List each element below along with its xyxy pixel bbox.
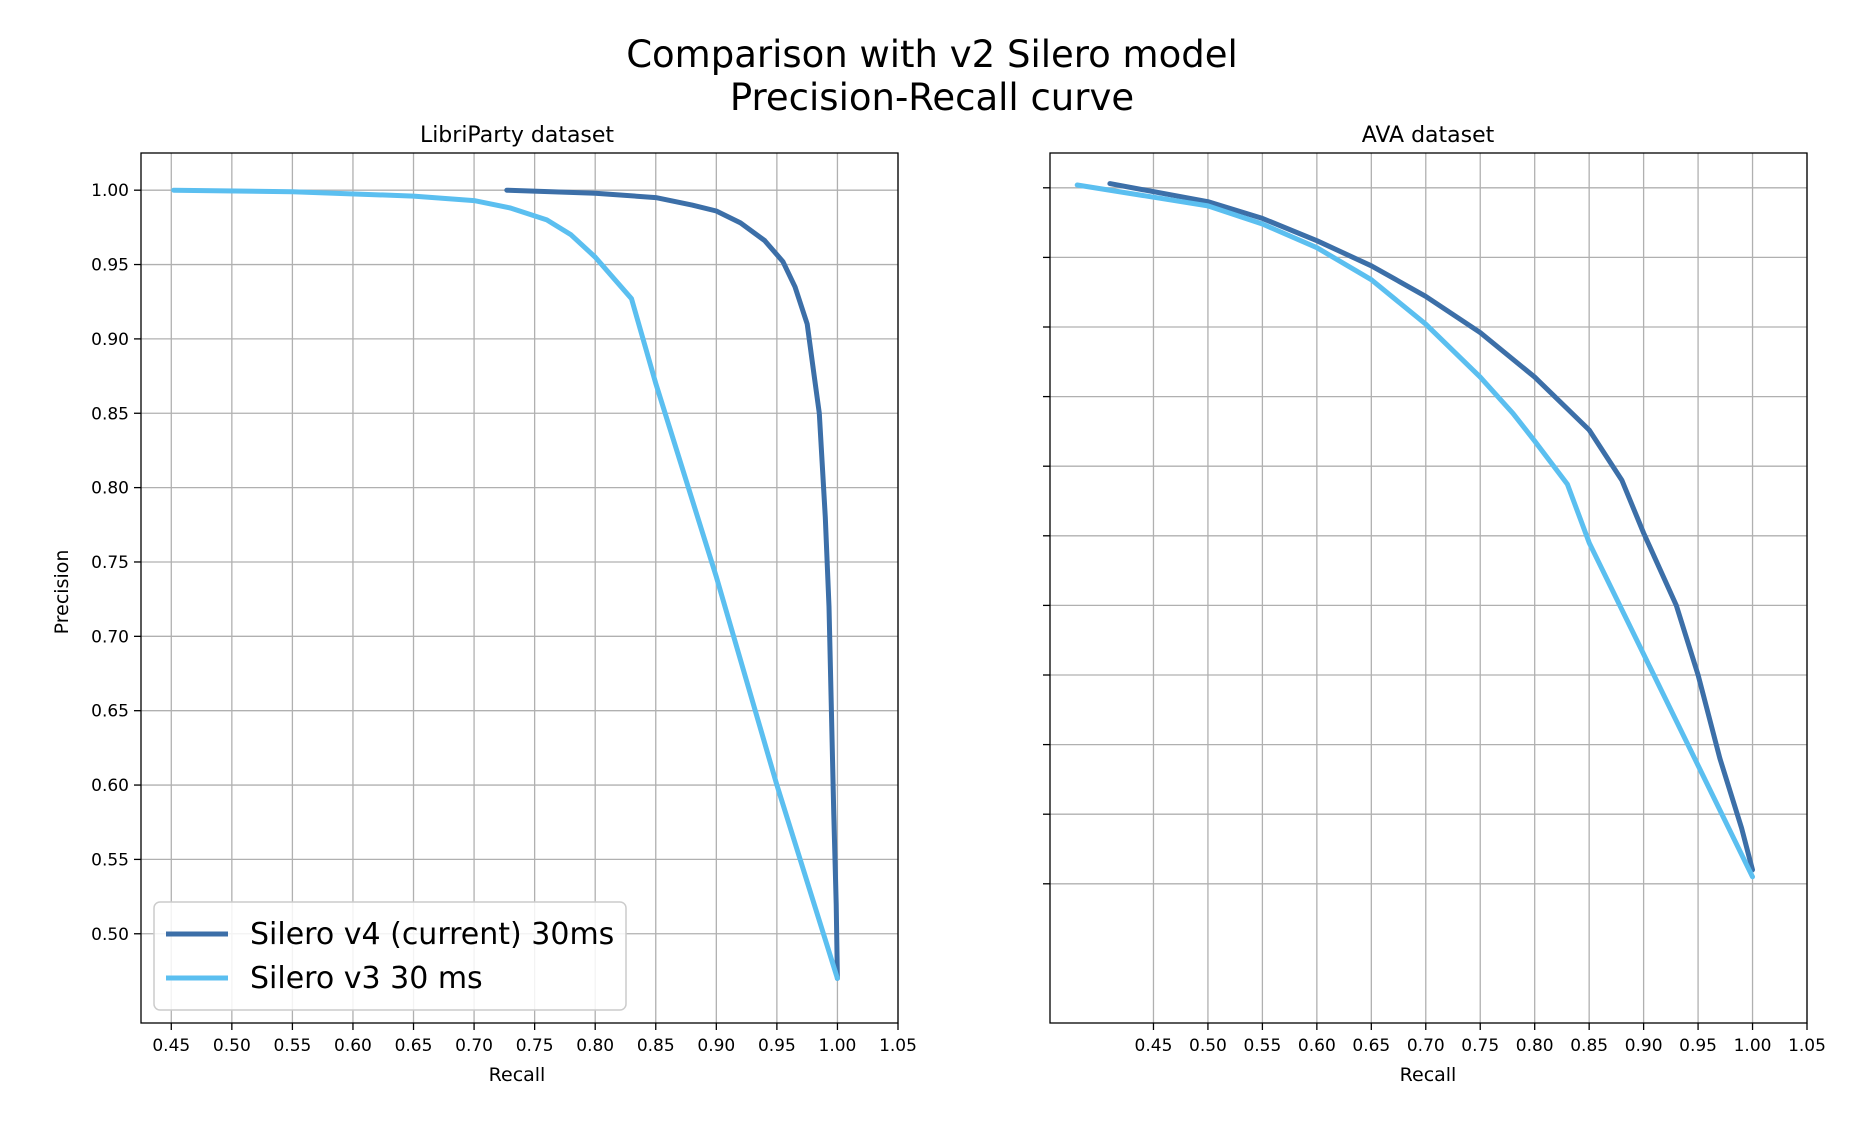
libriparty-series-v3-line (171, 187, 840, 981)
legend-box (153, 901, 627, 1011)
libriparty-grid (141, 153, 899, 1023)
libriparty-xtick-label: 0.85 (637, 1036, 675, 1056)
libriparty-ytick-label: 0.75 (91, 553, 129, 573)
libriparty-xtick-label: 0.50 (213, 1036, 251, 1056)
libriparty-xtick-label: 0.80 (576, 1036, 614, 1056)
libriparty-ytick-label: 0.50 (91, 925, 129, 945)
figure-title-line1: Comparison with v2 Silero model (626, 33, 1238, 76)
ava-xtick-label: 0.90 (1625, 1036, 1663, 1056)
ava-series-v3-line (1074, 182, 1755, 880)
ava-xlabel: Recall (1400, 1064, 1457, 1086)
ava-xtick-label: 1.00 (1734, 1036, 1772, 1056)
libriparty-ytick-label: 0.65 (91, 702, 129, 722)
libriparty-ytick-label: 0.60 (91, 776, 129, 796)
libriparty-series-v4-line (504, 187, 840, 981)
ava-xtick-label: 0.50 (1189, 1036, 1227, 1056)
legend: Silero v4 (current) 30ms Silero v3 30 ms (153, 901, 627, 1011)
libriparty-ylabel: Precision (51, 550, 73, 635)
libriparty-ytick-label: 0.90 (91, 330, 129, 350)
ava-xtick-label: 0.80 (1516, 1036, 1554, 1056)
libriparty-ytick-label: 1.00 (91, 181, 129, 201)
libriparty-xtick-label: 0.95 (758, 1036, 796, 1056)
ava-xtick-label: 0.65 (1352, 1036, 1390, 1056)
libriparty-chart: LibriParty dataset Recall Precision 0.45… (51, 123, 917, 1086)
libriparty-ytick-label: 0.55 (91, 850, 129, 870)
libriparty-xtick-label: 0.90 (697, 1036, 735, 1056)
legend-label-v3: Silero v3 30 ms (250, 961, 483, 996)
libriparty-xtick-label: 1.05 (879, 1036, 917, 1056)
ava-xtick-label: 0.45 (1135, 1036, 1173, 1056)
libriparty-xtick-label: 0.75 (516, 1036, 554, 1056)
ava-xtick-label: 0.70 (1407, 1036, 1445, 1056)
libriparty-ytick-label: 0.80 (91, 479, 129, 499)
libriparty-ytick-label: 0.70 (91, 627, 129, 647)
figure-title-line2: Precision-Recall curve (730, 76, 1134, 119)
ava-xtick-label: 0.55 (1243, 1036, 1281, 1056)
libriparty-xtick-label: 0.55 (273, 1036, 311, 1056)
libriparty-xtick-label: 0.60 (334, 1036, 372, 1056)
libriparty-series (171, 187, 840, 981)
ava-xtick-label: 0.95 (1679, 1036, 1717, 1056)
libriparty-ytick-label: 0.95 (91, 256, 129, 276)
libriparty-title: LibriParty dataset (420, 123, 614, 148)
libriparty-ytick-label: 0.85 (91, 404, 129, 424)
libriparty-xlabel: Recall (489, 1064, 546, 1086)
libriparty-xtick-label: 1.00 (819, 1036, 857, 1056)
libriparty-ticks: 0.45 0.50 0.55 0.60 0.65 0.70 0.75 0.80 0.85 0.90… (91, 181, 917, 1056)
ava-ticks: 0.45 0.50 0.55 0.60 0.65 0.70 0.75 0.80 0.85 0.90… (1043, 187, 1826, 1056)
libriparty-xtick-label: 0.45 (152, 1036, 190, 1056)
libriparty-xtick-label: 0.65 (395, 1036, 433, 1056)
ava-xtick-label: 1.05 (1788, 1036, 1826, 1056)
ava-xtick-label: 0.60 (1298, 1036, 1336, 1056)
ava-chart: AVA dataset Recall 0.45 0.50 0.55 0.60 0.65 0… (1043, 123, 1826, 1086)
ava-grid (1050, 153, 1808, 1023)
libriparty-plot-frame (140, 152, 899, 1024)
ava-plot-frame (1049, 152, 1808, 1024)
ava-series (1074, 181, 1755, 880)
ava-xtick-label: 0.85 (1570, 1036, 1608, 1056)
ava-xtick-label: 0.75 (1461, 1036, 1499, 1056)
ava-series-v4-line (1107, 181, 1755, 873)
ava-title: AVA dataset (1362, 123, 1495, 148)
libriparty-xtick-label: 0.70 (455, 1036, 493, 1056)
legend-label-v4: Silero v4 (current) 30ms (250, 917, 614, 952)
